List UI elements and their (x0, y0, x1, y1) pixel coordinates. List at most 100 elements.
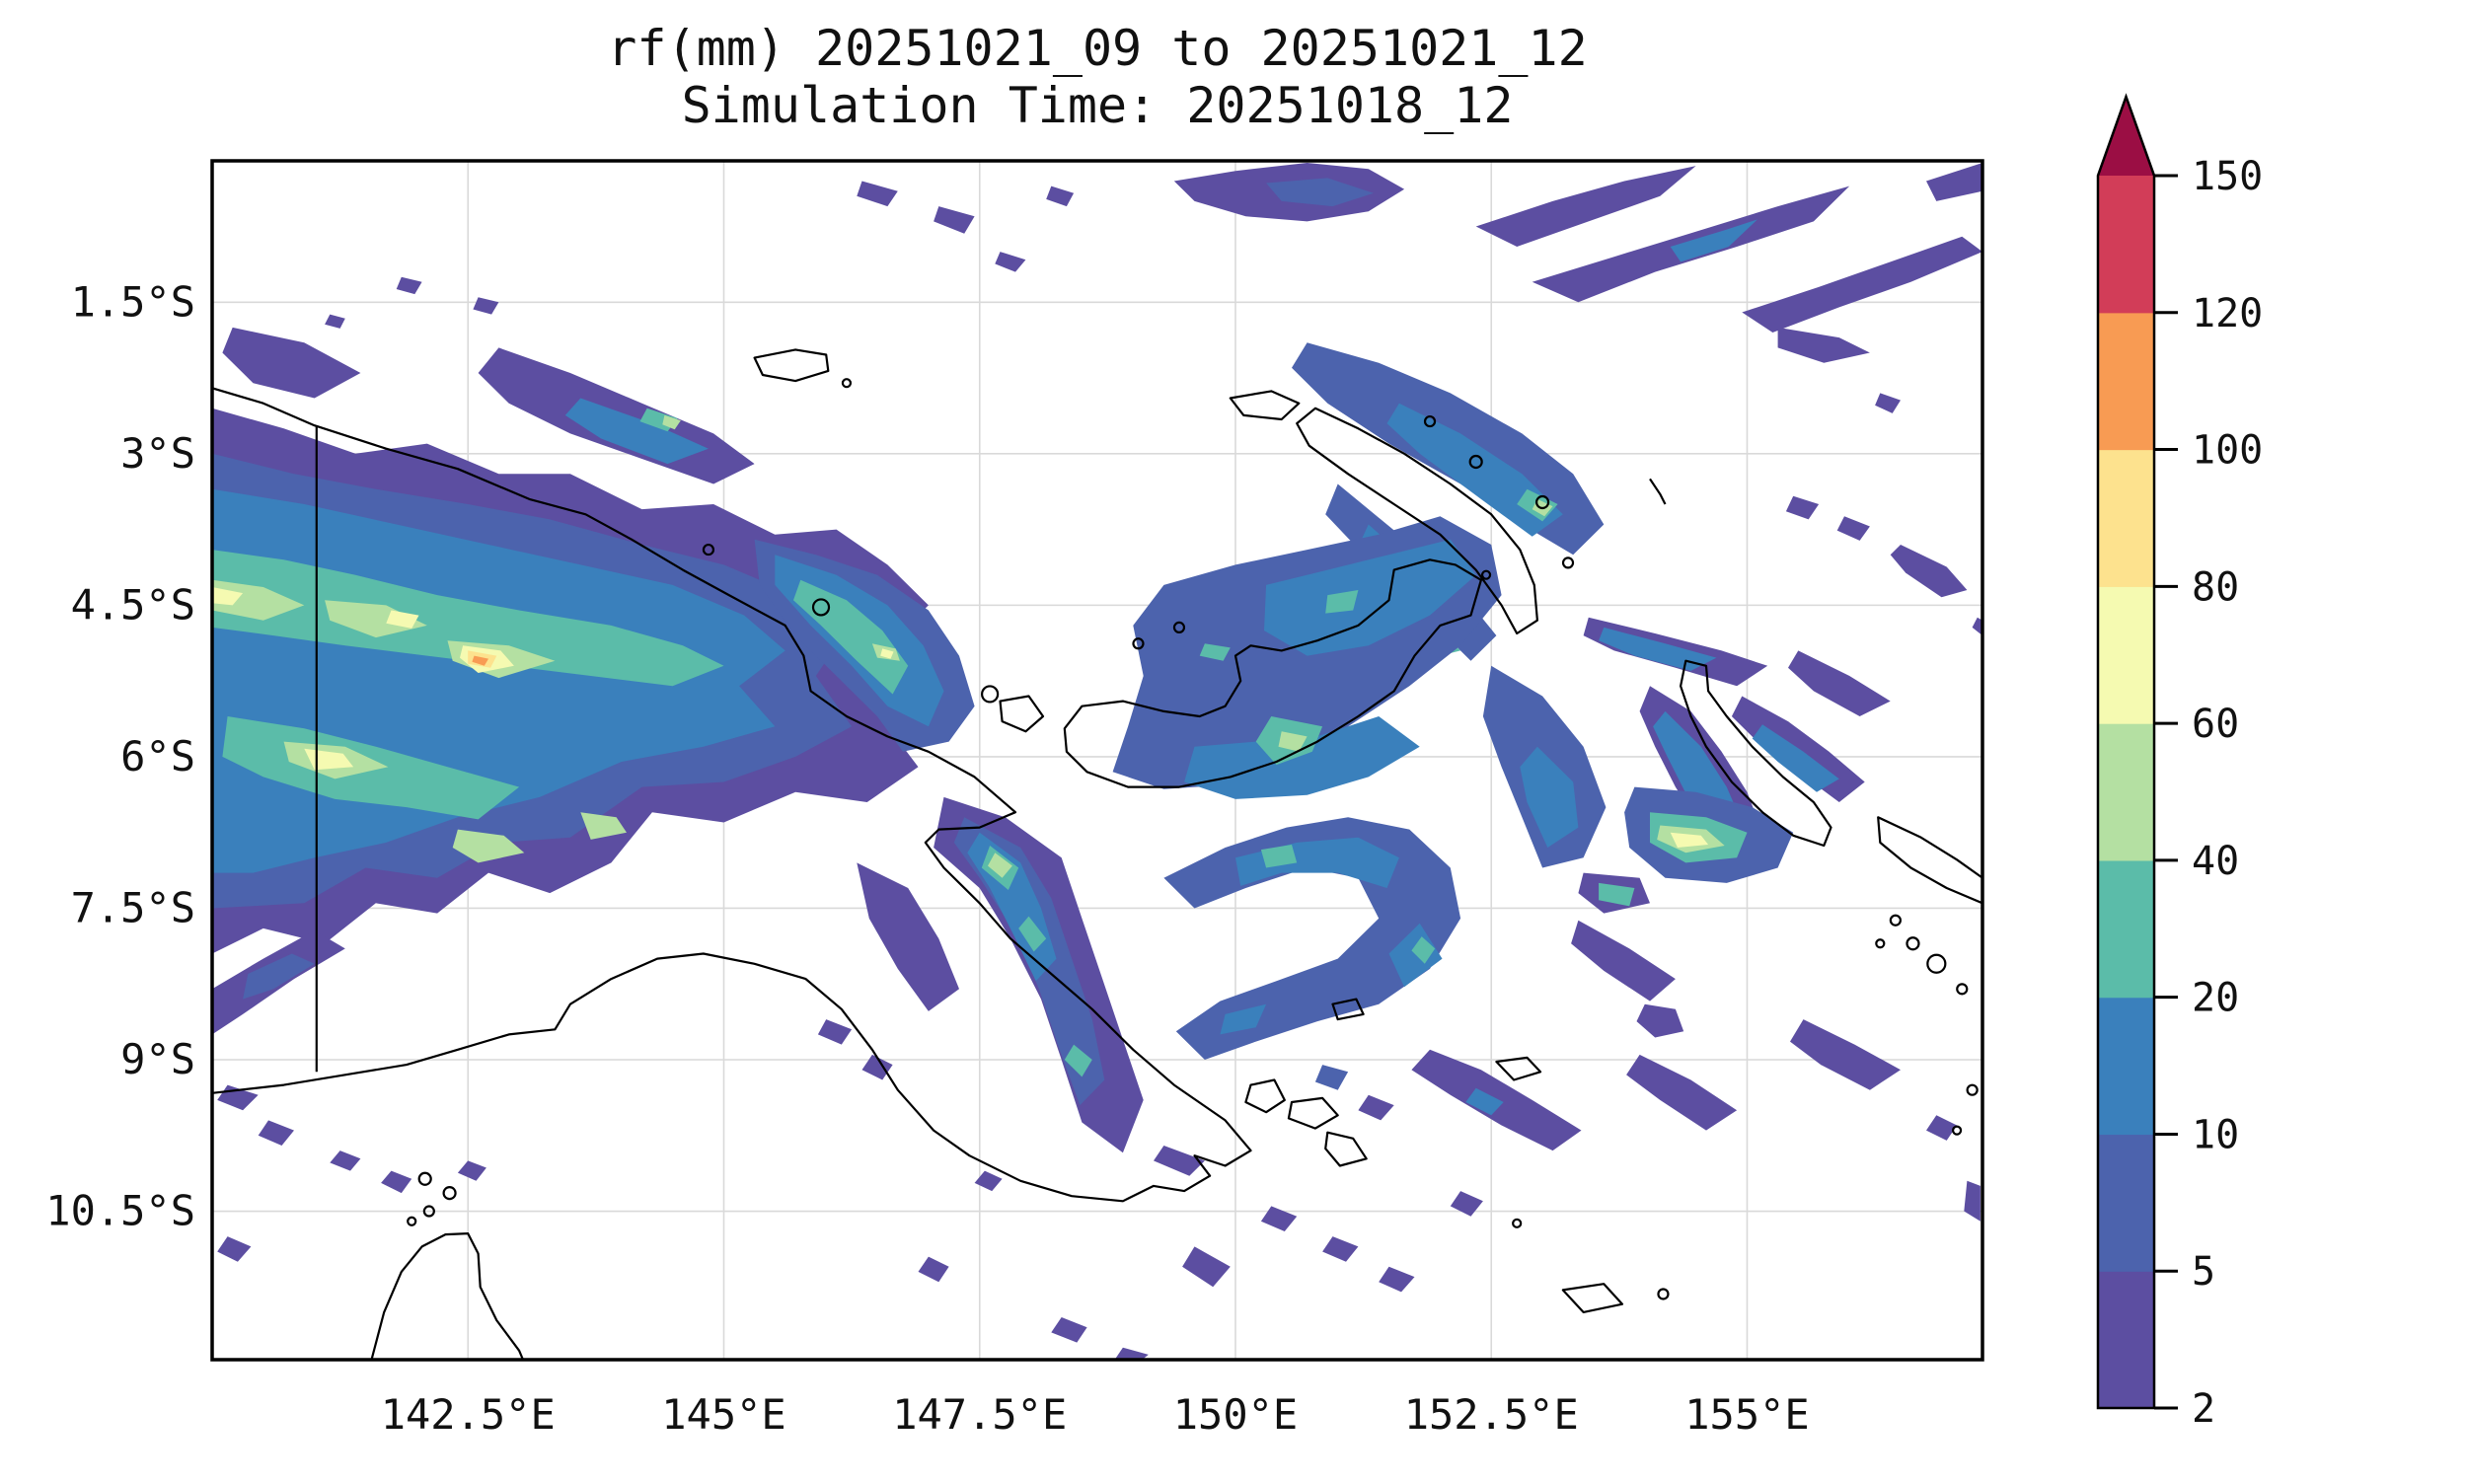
island-fauro (1926, 953, 1947, 974)
island-tabar (1423, 414, 1437, 428)
colorbar-segment (2098, 449, 2154, 587)
rain-cell (1114, 1347, 1149, 1360)
rain-cell (857, 181, 898, 207)
island-torres-3 (422, 1205, 435, 1218)
rain-cell (1571, 920, 1676, 1002)
coastline-goodenough (1244, 1078, 1286, 1114)
coastline-new-hanover (1229, 390, 1301, 421)
rain-cell (1184, 716, 1420, 799)
coastline-tagula (1561, 1283, 1624, 1313)
island-shortland-3 (1956, 983, 1969, 996)
coastline-cape-york (370, 1232, 525, 1360)
colorbar-over-arrow (2098, 97, 2154, 176)
colorbar-tick-label: 5 (2192, 1249, 2215, 1295)
rain-cell (1890, 545, 1968, 598)
rain-cell (817, 1019, 853, 1045)
rain-cell (212, 579, 305, 621)
coastlines (212, 348, 1982, 1360)
colorbar-tick-label: 40 (2192, 839, 2239, 884)
island-long-island (981, 685, 1000, 704)
island-lihir (1468, 454, 1483, 470)
colorbar-tick-label: 20 (2192, 976, 2239, 1021)
rain-cell (1670, 219, 1757, 262)
y-axis-labels: 1.5°S 3°S 4.5°S 6°S 7.5°S 9°S 10.5°S (45, 277, 195, 1234)
coastline-manus (753, 348, 830, 383)
rain-cell (212, 587, 244, 606)
colorbar-tick-label: 60 (2192, 702, 2239, 747)
rain-cell (1220, 1003, 1267, 1035)
rain-cell (222, 327, 361, 399)
rain-cell (1742, 236, 1982, 333)
rain-cell (564, 398, 709, 465)
island-shortland-2 (1906, 936, 1920, 951)
coastline-new-guinea-mainland (212, 387, 1252, 1203)
rain-cell (1325, 590, 1359, 614)
rain-cell (1670, 832, 1709, 848)
x-tick-label: 145°E (661, 1390, 785, 1439)
island-new-georgia-1 (1966, 1083, 1979, 1096)
island-witu-2 (1172, 621, 1186, 633)
colorbar-segment (2098, 723, 2154, 861)
rain-cell (457, 1160, 486, 1181)
rain-cell (325, 600, 427, 638)
rain-cell (1972, 617, 1982, 636)
colorbar-tick-label: 10 (2192, 1112, 2239, 1157)
rain-cell (258, 1120, 294, 1146)
rain-cell (1278, 731, 1308, 752)
rain-cell (1064, 1044, 1092, 1077)
x-tick-label: 150°E (1173, 1390, 1298, 1439)
rain-cell (1322, 1236, 1359, 1262)
rain-cell (217, 1236, 252, 1262)
rain-cell (988, 853, 1012, 878)
y-tick-label: 6°S (120, 732, 195, 780)
colorbar-tick-label: 100 (2192, 428, 2263, 474)
rain-cell (472, 655, 488, 666)
island-misima (1512, 1218, 1523, 1228)
rain-cell (386, 610, 419, 629)
colorbar-segment (2098, 859, 2154, 999)
colorbar-segment (2098, 312, 2154, 451)
y-tick-label: 10.5°S (45, 1187, 195, 1235)
rain-cell (1777, 327, 1870, 363)
rain-cell (381, 1170, 412, 1194)
y-tick-label: 7.5°S (71, 883, 195, 931)
colorbar: 2 5 10 20 40 60 80 100 120 150 (2096, 93, 2263, 1432)
rain-cell (1411, 936, 1436, 964)
rain-cell (396, 276, 422, 295)
coastline-woodlark (1495, 1056, 1542, 1081)
rain-cell (1926, 163, 1982, 201)
island-manam (702, 543, 715, 556)
rain-cell (243, 953, 315, 1000)
coastline-bougainville (1680, 659, 1832, 848)
coastline-new-britain (1063, 558, 1482, 788)
rain-cell (1465, 1087, 1504, 1116)
x-tick-label: 147.5°E (892, 1390, 1067, 1439)
rain-cell (918, 1256, 949, 1283)
island-treasury (1875, 938, 1886, 949)
rain-cell (212, 550, 724, 687)
rain-cell (880, 648, 894, 659)
island-torres-2 (442, 1186, 457, 1201)
rain-cell (1046, 186, 1075, 207)
rain-cell (1875, 393, 1901, 413)
island-karkar (811, 598, 831, 617)
rain-cell (1199, 643, 1231, 661)
rain-cell (1388, 923, 1443, 988)
island-new-georgia-2 (1951, 1125, 1963, 1136)
rain-cell (1752, 724, 1839, 792)
coastline-umboi (999, 695, 1045, 733)
rain-cell (325, 314, 345, 329)
island-torres-4 (407, 1216, 417, 1226)
rain-cell (1836, 516, 1870, 541)
rain-cell (1626, 1054, 1738, 1131)
rain-cell (1475, 166, 1696, 247)
colorbar-outline (2096, 93, 2156, 1410)
colorbar-segment (2098, 1134, 2154, 1272)
coastline-trobriand (1331, 998, 1365, 1021)
y-tick-label: 4.5°S (71, 580, 195, 629)
rain-cell (1260, 1206, 1298, 1231)
rain-cell (1926, 1115, 1958, 1141)
colorbar-segment (2098, 586, 2154, 724)
x-axis-labels: 142.5°E 145°E 147.5°E 150°E 152.5°E 155°E (381, 1390, 1810, 1439)
